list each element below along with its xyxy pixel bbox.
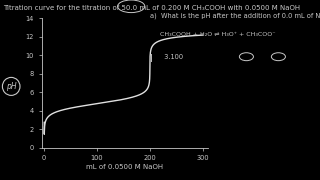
X-axis label: mL of 0.0500 M NaOH: mL of 0.0500 M NaOH <box>86 164 164 170</box>
Text: pH: pH <box>6 82 17 91</box>
Text: a)  What is the pH after the addition of 0.0 mL of NaOH?: a) What is the pH after the addition of … <box>150 13 320 19</box>
Text: CH₃COOH + H₂O ⇌ H₃O⁺ + CH₃COO⁻: CH₃COOH + H₂O ⇌ H₃O⁺ + CH₃COO⁻ <box>160 32 276 37</box>
Text: 3.100: 3.100 <box>160 54 183 60</box>
Text: Titration curve for the titration of 50.0 mL of 0.200 M CH₃COOH with 0.0500 M Na: Titration curve for the titration of 50.… <box>3 5 300 11</box>
Text: I: I <box>150 54 153 64</box>
